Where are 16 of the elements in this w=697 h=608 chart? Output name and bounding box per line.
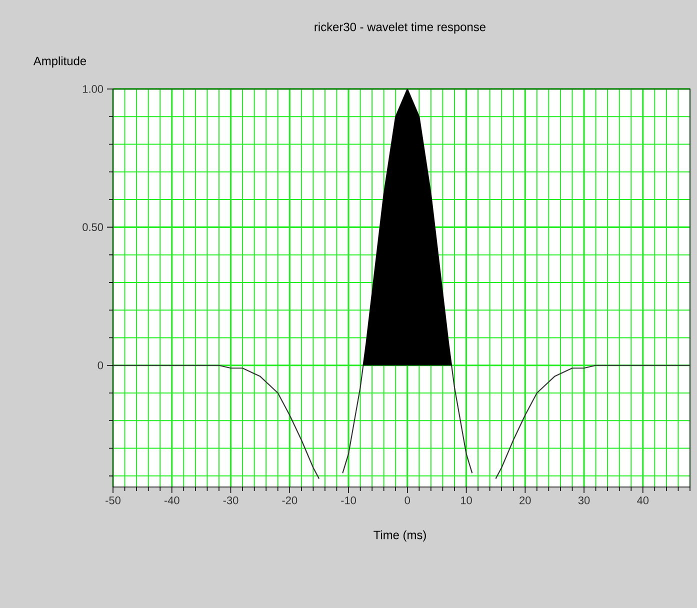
x-tick-label: -40 [164,496,180,504]
x-tick-label: 30 [578,496,590,504]
x-tick-label: -10 [341,496,356,504]
x-tick-label: -30 [223,496,238,504]
x-tick-label: 10 [461,496,472,504]
x-tick-label: -20 [282,496,298,504]
x-tick-label: 40 [637,496,649,504]
x-tick-label: -50 [106,496,120,504]
x-tick-label: 20 [520,496,531,504]
y-tick-label: 0 [98,362,104,370]
x-axis-title: Time (ms) [374,530,426,542]
y-axis-title: Amplitude [33,56,86,68]
y-tick-label: 1.00 [82,85,104,93]
y-tick-label: 0.50 [82,223,104,232]
x-tick-label: 0 [404,496,410,504]
chart-title: ricker30 - wavelet time response [314,22,486,34]
